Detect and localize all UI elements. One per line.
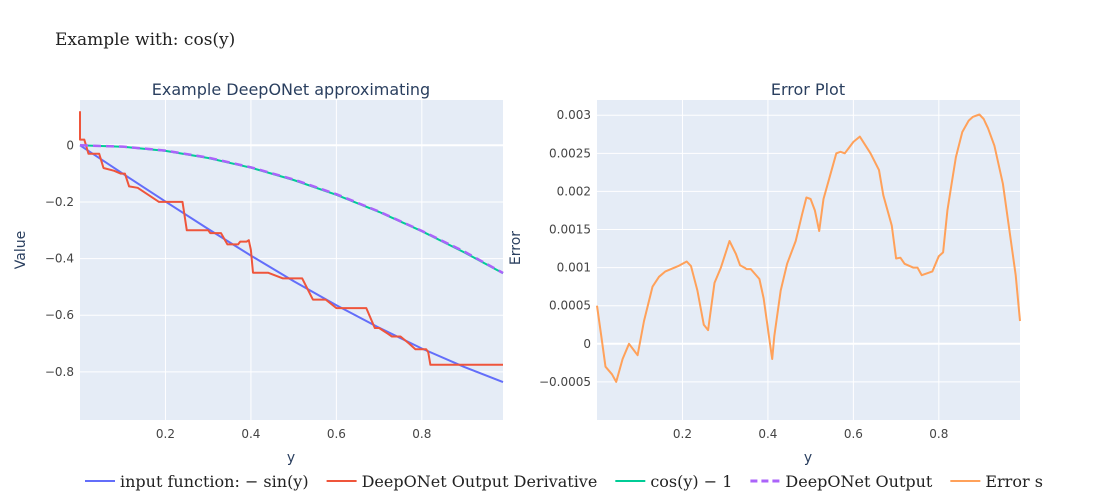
- right-x-tick-label: 0.6: [844, 427, 863, 441]
- right-plot-y-axis-title: Error: [508, 231, 524, 265]
- left-y-tick-label: −0.4: [45, 252, 74, 266]
- legend-label: input function: − sin(y): [120, 472, 309, 491]
- left-x-tick-label: 0.4: [241, 427, 260, 441]
- left-y-tick-label: 0: [66, 138, 74, 152]
- legend-item[interactable]: Error s: [950, 472, 1043, 491]
- left-series-line-input-function-sin-y: [79, 144, 504, 384]
- legend-label: cos(y) − 1: [650, 472, 732, 491]
- right-y-tick-label: 0.0005: [549, 299, 591, 313]
- legend-label: Error s: [985, 472, 1043, 491]
- right-y-tick-label: 0.003: [557, 108, 591, 122]
- right-y-tick-label: 0.0015: [549, 223, 591, 237]
- left-y-tick-label: −0.2: [45, 195, 74, 209]
- right-plot-x-axis-title: y: [804, 450, 812, 466]
- right-plot-series: [596, 113, 1021, 383]
- legend-label: DeepONet Output: [785, 472, 933, 491]
- right-y-tick-label: −0.0005: [539, 375, 591, 389]
- right-series-line-error-s: [596, 113, 1021, 383]
- right-plot-title: Error Plot: [771, 80, 845, 99]
- right-plot-grid: [597, 100, 1020, 420]
- left-y-tick-label: −0.8: [45, 365, 74, 379]
- legend-label: DeepONet Output Derivative: [362, 472, 598, 491]
- legend[interactable]: input function: − sin(y) DeepONet Output …: [85, 472, 1043, 491]
- left-plot-tick-labels: 0.2 0.4 0.6 0.8 0 −0.2 −0.4 −0.6 −0.8: [45, 138, 432, 441]
- right-x-tick-label: 0.2: [673, 427, 692, 441]
- right-x-tick-label: 0.4: [758, 427, 777, 441]
- legend-item[interactable]: cos(y) − 1: [615, 472, 732, 491]
- figure-title: Example with: cos(y): [55, 30, 235, 50]
- right-plot-tick-labels: 0.2 0.4 0.6 0.8 −0.0005 0 0.0005 0.001 0.0015 0.0…: [539, 108, 948, 441]
- left-x-tick-label: 0.2: [156, 427, 175, 441]
- left-plot-series: [79, 111, 504, 384]
- right-y-tick-label: 0.001: [557, 261, 591, 275]
- legend-item[interactable]: DeepONet Output: [750, 472, 933, 491]
- right-plot-area: 0.2 0.4 0.6 0.8 −0.0005 0 0.0005 0.001 0.0015 0.0…: [508, 80, 1021, 466]
- left-plot-title: Example DeepONet approximating: [152, 80, 430, 99]
- right-y-tick-label: 0: [583, 337, 591, 351]
- right-y-tick-label: 0.0025: [549, 146, 591, 160]
- left-plot-y-axis-title: Value: [13, 231, 29, 269]
- legend-item[interactable]: input function: − sin(y): [85, 472, 309, 491]
- right-x-tick-label: 0.8: [929, 427, 948, 441]
- right-plot-background: [597, 100, 1020, 420]
- left-plot-area: 0.2 0.4 0.6 0.8 0 −0.2 −0.4 −0.6 −0.8 Example De…: [13, 80, 504, 466]
- left-series-line-deeponet-output-derivative: [79, 111, 503, 366]
- legend-item[interactable]: DeepONet Output Derivative: [326, 472, 598, 491]
- left-x-tick-label: 0.6: [327, 427, 346, 441]
- left-series-line-deeponet-output: [79, 144, 504, 275]
- right-y-tick-label: 0.002: [557, 184, 591, 198]
- left-y-tick-label: −0.6: [45, 308, 74, 322]
- left-x-tick-label: 0.8: [412, 427, 431, 441]
- left-plot-x-axis-title: y: [287, 450, 295, 466]
- left-plot-background: [80, 100, 503, 420]
